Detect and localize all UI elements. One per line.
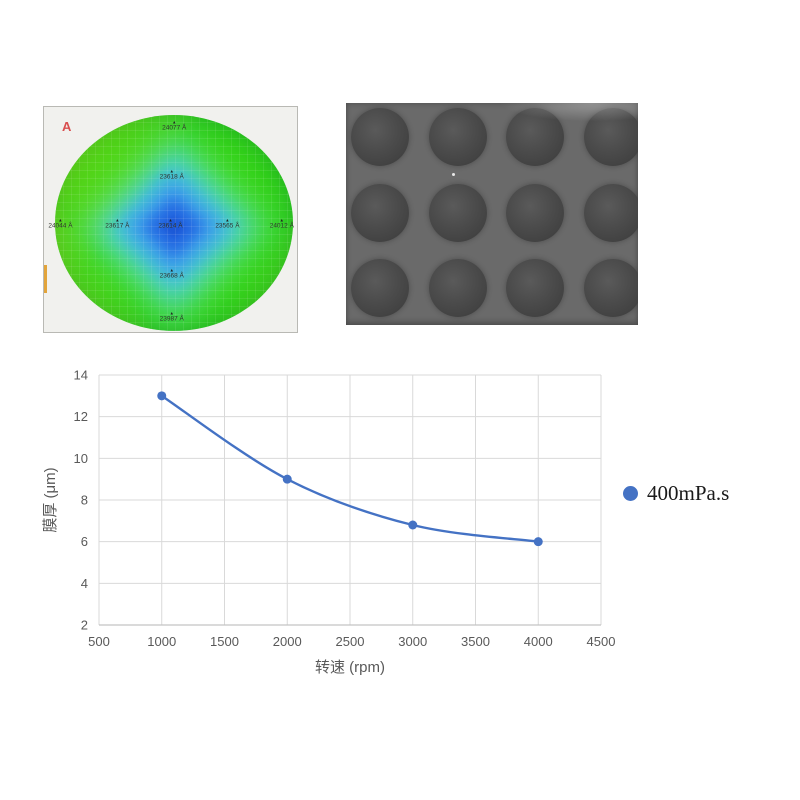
wafer-measurement-label: ▴ 24044 Å	[48, 217, 73, 230]
dome-structure	[351, 183, 409, 242]
measure-site-marker-icon: ▴	[280, 217, 284, 224]
svg-text:4: 4	[81, 576, 88, 591]
dome-array-micrograph	[346, 103, 638, 325]
svg-text:2500: 2500	[336, 634, 365, 649]
wafer-measurement-label: ▴ 23617 Å	[105, 217, 130, 230]
wafer-measurement-label: ▴ 23618 Å	[159, 167, 184, 180]
measure-site-marker-icon: ▴	[170, 310, 173, 317]
wafer-measurement-label: ▴ 23987 Å	[159, 310, 184, 323]
svg-text:2000: 2000	[273, 634, 302, 649]
svg-text:2: 2	[81, 618, 88, 633]
svg-text:8: 8	[81, 493, 88, 508]
dome-structure	[351, 259, 409, 317]
legend-marker-dot	[623, 486, 638, 501]
chart-legend: 400mPa.s	[623, 481, 729, 506]
svg-text:膜厚 (μm): 膜厚 (μm)	[42, 467, 59, 532]
measure-site-marker-icon: ▴	[226, 217, 229, 224]
dome-structure	[428, 259, 487, 317]
wafer-measurement-label: ▴ 23668 Å	[159, 266, 184, 279]
svg-text:转速 (rpm): 转速 (rpm)	[315, 659, 385, 676]
svg-text:3500: 3500	[461, 634, 490, 649]
measure-site-marker-icon: ▴	[170, 266, 173, 273]
measure-site-marker-icon: ▴	[173, 119, 176, 126]
measure-site-marker-icon: ▴	[116, 217, 119, 224]
svg-text:10: 10	[74, 451, 88, 466]
svg-text:1500: 1500	[210, 634, 239, 649]
measure-site-marker-icon: ▴	[169, 217, 172, 224]
dome-structure	[506, 183, 564, 242]
dome-structure	[583, 183, 638, 242]
dome-structure	[583, 108, 638, 166]
measure-site-marker-icon: ▴	[59, 217, 62, 224]
wafer-pixel-grid	[55, 115, 293, 331]
dust-speck	[460, 225, 462, 227]
dome-structure	[428, 108, 487, 166]
svg-text:12: 12	[74, 409, 88, 424]
wafer-measurement-label: ▴ 23614 Å	[158, 217, 183, 230]
wafer-scale-tick	[44, 265, 47, 293]
dome-structure	[428, 183, 487, 242]
wafer-disk	[55, 115, 293, 331]
svg-text:1000: 1000	[147, 634, 176, 649]
wafer-measurement-label: ▴ 24012 Å	[269, 217, 294, 230]
svg-text:14: 14	[74, 368, 88, 383]
legend-label: 400mPa.s	[647, 481, 730, 505]
wafer-measurement-label: ▴ 24077 Å	[162, 119, 187, 132]
dome-structure	[506, 259, 564, 317]
dome-structure	[583, 259, 638, 317]
dome-structure	[351, 108, 409, 166]
wafer-measurement-label: ▴ 23565 Å	[215, 217, 240, 230]
dome-structure	[506, 108, 564, 166]
svg-text:4500: 4500	[587, 634, 616, 649]
measure-site-marker-icon: ▴	[170, 167, 173, 174]
thickness-vs-speed-chart: 500 1000 1500 2000 2500 3000 3500 4000 4500 2 4 6 8 1…	[42, 368, 616, 677]
svg-text:6: 6	[81, 534, 88, 549]
wafer-thickness-map-panel: A ▴ 24077 Å ▴ 23618 Å ▴ 24044 Å ▴ 23617 Å ▴ 23614…	[43, 106, 298, 333]
svg-text:500: 500	[88, 634, 110, 649]
dust-speck	[452, 173, 455, 176]
svg-text:3000: 3000	[398, 634, 427, 649]
svg-text:4000: 4000	[524, 634, 553, 649]
panel-label-a: A	[62, 119, 72, 134]
